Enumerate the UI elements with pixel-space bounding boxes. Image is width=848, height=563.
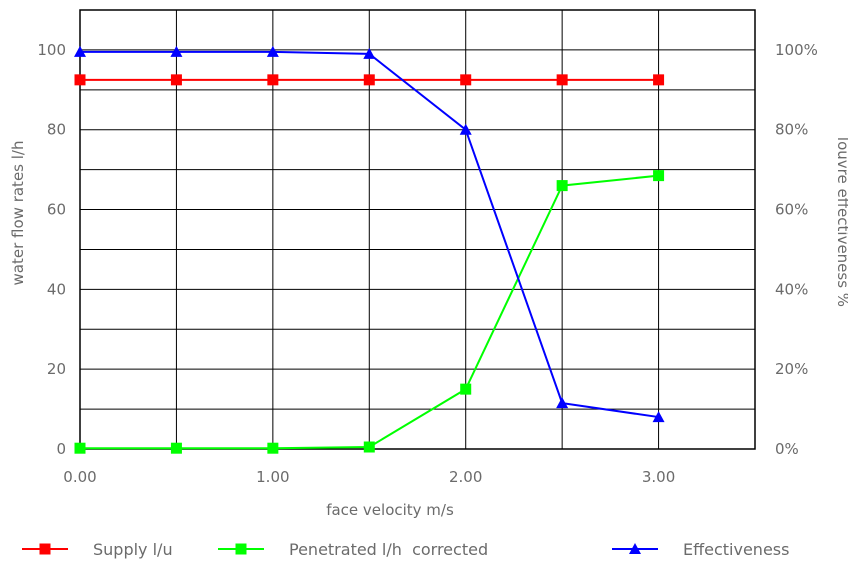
legend-item: Effectiveness [612,540,789,559]
y2-axis-label: louvre effectiveness % [834,137,848,307]
y-tick-label: 20 [47,360,66,378]
data-point [74,45,86,57]
data-point [556,180,568,192]
data-point [74,442,86,454]
y2-tick-label: 0% [775,440,799,458]
legend-marker [629,543,641,554]
data-point [652,411,665,423]
series-0 [74,74,665,86]
x-axis-label: face velocity m/s [326,501,454,519]
x-tick-label: 1.00 [256,468,289,486]
data-point [653,74,665,86]
x-tick-label: 3.00 [642,468,675,486]
series-layer [74,45,665,454]
data-point [267,442,279,454]
data-point [556,397,569,409]
y2-tick-label: 40% [775,280,808,298]
ticks: 0.00 1.00 2.00 3.00 0 20 40 60 80 100 0% 20% 40% 60% 8… [37,41,818,486]
data-point [170,442,182,454]
legend: Supply l/u Penetrated l/h corrected Effect… [22,540,789,559]
data-point [459,123,472,135]
series-1 [74,170,665,454]
data-point [363,441,375,453]
series-2 [74,45,665,423]
y2-tick-label: 80% [775,121,808,139]
data-point [170,74,182,86]
legend-label: Penetrated l/h corrected [289,540,488,559]
data-point [653,170,665,182]
data-point [266,45,279,57]
data-point [74,74,86,86]
legend-label: Effectiveness [683,540,789,559]
data-point [267,74,279,86]
y-tick-label: 40 [47,280,66,298]
y2-tick-label: 60% [775,201,808,219]
y-tick-label: 100 [37,41,66,59]
legend-marker [235,543,247,555]
legend-label: Supply l/u [93,540,173,559]
y-axis-label: water flow rates l/h [9,141,27,286]
data-point [363,47,376,59]
y-tick-label: 0 [56,440,66,458]
data-point [460,383,472,395]
y2-tick-label: 100% [775,41,818,59]
y-tick-label: 80 [47,121,66,139]
data-point [556,74,568,86]
y-tick-label: 60 [47,201,66,219]
data-point [363,74,375,86]
data-point [460,74,472,86]
data-point [170,45,183,57]
plot-border [79,9,756,450]
x-tick-label: 0.00 [63,468,96,486]
x-tick-label: 2.00 [449,468,482,486]
y2-tick-label: 20% [775,360,808,378]
legend-marker [39,543,51,555]
legend-item: Supply l/u [22,540,173,559]
legend-item: Penetrated l/h corrected [218,540,488,559]
